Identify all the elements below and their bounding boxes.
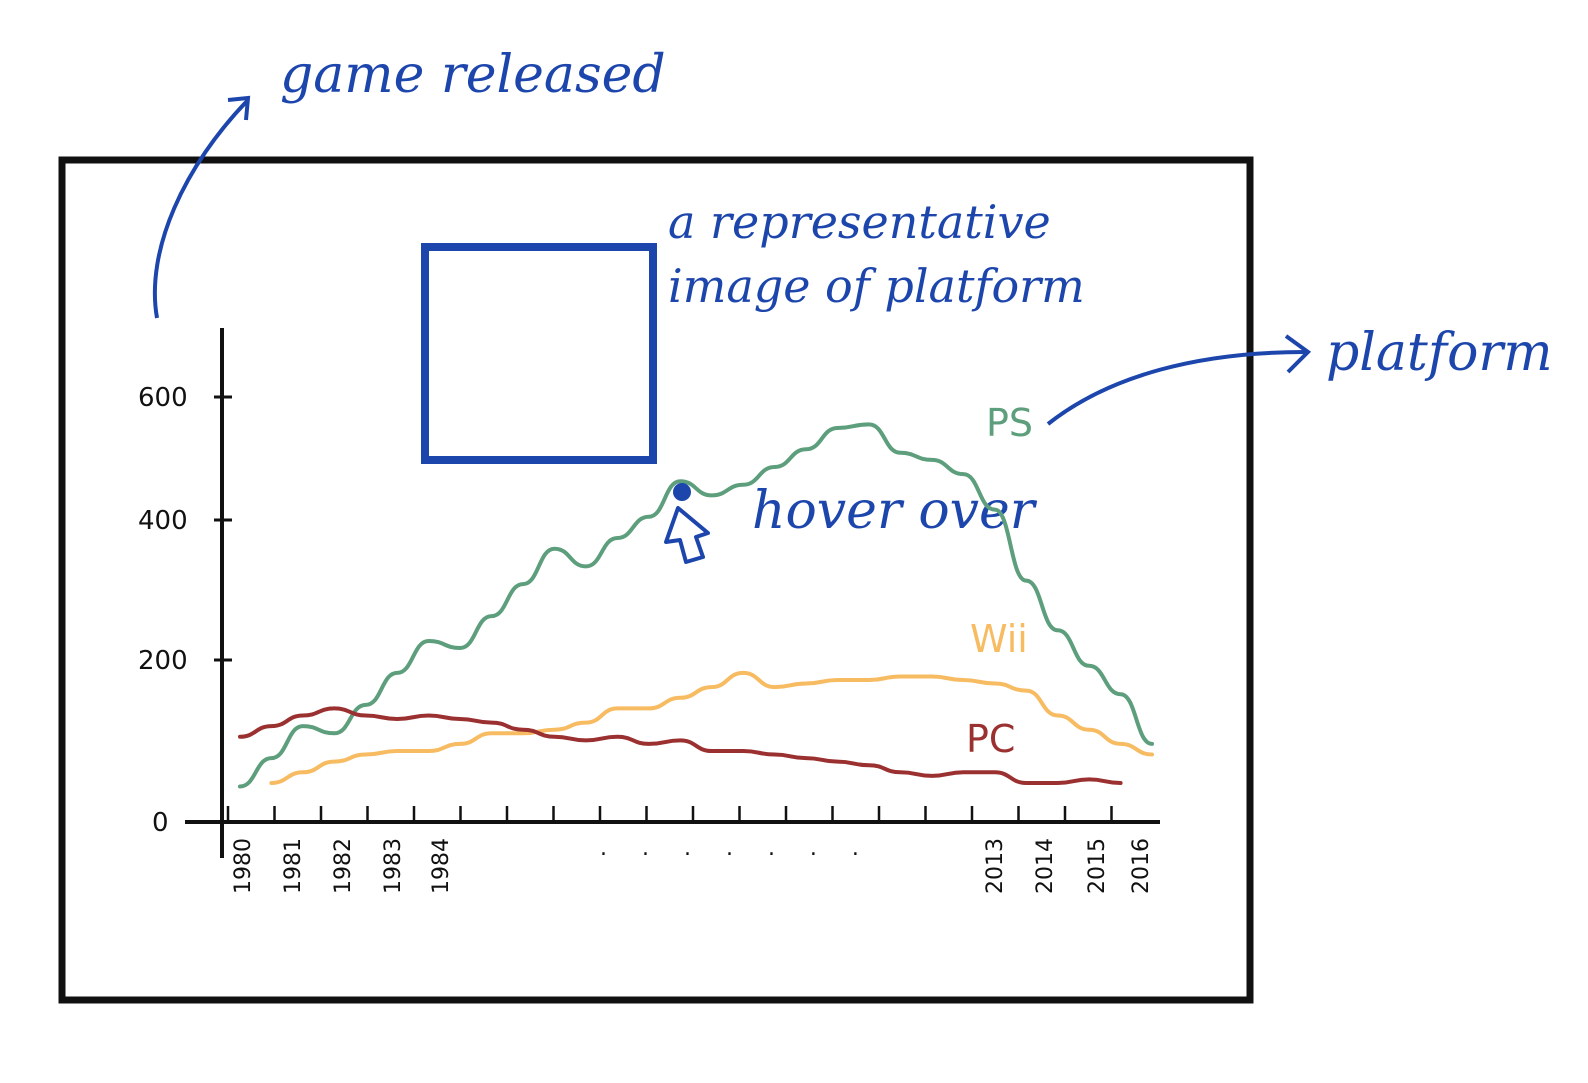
image-placeholder — [421, 243, 657, 464]
y-tick-label: 600 — [138, 383, 188, 413]
series-label-wii: Wii — [970, 617, 1028, 661]
series-label-ps: PS — [986, 401, 1033, 445]
series-layer: PS Wii PC — [238, 401, 1154, 789]
platform-annotation: platform — [1326, 323, 1553, 383]
series-line-ps[interactable] — [238, 422, 1154, 789]
game-released-annotation: game released — [280, 45, 666, 105]
x-tick-label: 1983 — [381, 838, 406, 894]
x-tick-label: 1981 — [281, 838, 306, 894]
y-tick-label: 200 — [138, 646, 188, 676]
platform-arrowhead-icon — [1284, 334, 1312, 374]
x-tick-label: 2015 — [1085, 838, 1110, 894]
x-tick-label: 1982 — [331, 838, 356, 894]
x-tick-label: 2014 — [1033, 838, 1058, 894]
hover-point-icon[interactable] — [673, 483, 691, 501]
arrow-curve-icon — [152, 98, 250, 319]
arrowhead-icon — [227, 95, 251, 121]
x-ticks: 1980 1981 1982 1983 1984 2013 2014 2015 2016 — [226, 806, 1154, 894]
y-tick-label: 0 — [152, 808, 169, 838]
y-ticks: 0 200 400 600 — [138, 383, 232, 838]
x-tick-label: 1980 — [231, 838, 256, 894]
series-line-wii[interactable] — [269, 670, 1154, 785]
platform-arrow-icon — [1046, 350, 1306, 426]
series-label-pc: PC — [966, 717, 1015, 761]
image-note-line1: a representative — [668, 195, 1051, 249]
cursor-arrow-icon — [664, 506, 710, 564]
x-tick-label: 2013 — [983, 838, 1008, 894]
series-line-pc[interactable] — [238, 706, 1123, 786]
x-axis-ellipsis: . . . . . . . — [600, 836, 873, 861]
x-tick-label: 1984 — [429, 838, 454, 894]
hover-over-annotation: hover over — [752, 481, 1038, 541]
y-tick-label: 400 — [138, 506, 188, 536]
chart-frame — [58, 156, 1254, 1004]
x-tick-label: 2016 — [1129, 838, 1154, 894]
image-note-line2: image of platform — [668, 259, 1085, 313]
